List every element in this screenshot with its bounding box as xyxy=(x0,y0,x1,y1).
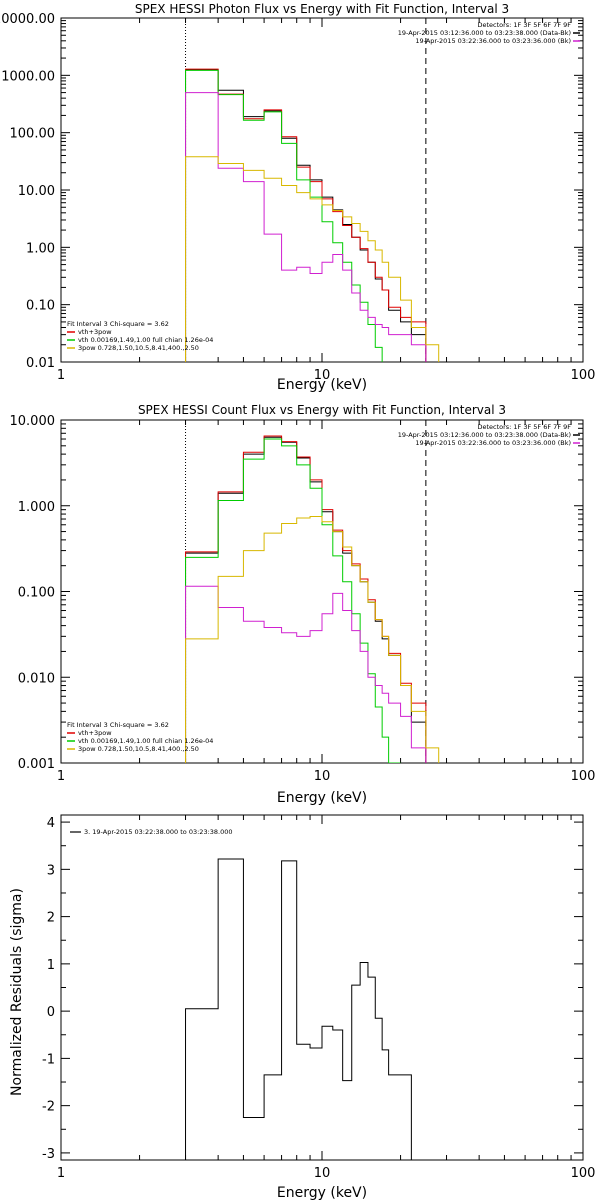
count-flux-xlabel: Energy (keV) xyxy=(277,790,367,806)
fit-legend-text: vth 0.00169,1.49,1.00 full chian 1.26e-0… xyxy=(78,737,213,745)
residuals-xlabel: Energy (keV) xyxy=(277,1185,367,1200)
fit-legend-text: 3pow 0.728,1.50,10.5,8.41,400.,2.50 xyxy=(78,745,199,753)
series-group xyxy=(185,68,440,362)
series-3-histogram xyxy=(185,92,427,362)
x-tick-label: 100 xyxy=(571,368,596,383)
detector-info-line: 19-Apr-2015 03:22:36.000 to 03:23:36.000… xyxy=(415,439,571,447)
residual-legend-text: 3. 19-Apr-2015 03:22:38.000 to 03:23:38.… xyxy=(84,828,233,836)
count-flux-plot: 1 10 100 0.001 0.010 0.100 1.000 10.000 Detector… xyxy=(10,414,596,784)
residuals-ylabel: Normalized Residuals (sigma) xyxy=(9,888,25,1096)
fit-legend-text: vth 0.00169,1.49,1.00 full chian 1.26e-0… xyxy=(78,336,213,344)
x-tick-label: 1 xyxy=(57,368,65,383)
y-tick-label: 10000.00 xyxy=(0,12,55,27)
y-tick-label: 0.010 xyxy=(18,671,55,686)
y-tick-label: 1 xyxy=(47,958,55,973)
residuals-panel: Normalized Residuals (sigma) Energy (keV… xyxy=(9,814,596,1200)
x-tick-label: 1 xyxy=(57,769,65,784)
count-flux-panel: SPEX HESSI Count Flux vs Energy with Fit… xyxy=(10,403,596,806)
fit-legend-text: Fit Interval 3 Chi-square = 3.62 xyxy=(67,721,169,729)
y-tick-label: 1.00 xyxy=(26,241,55,256)
x-tick-label: 10 xyxy=(314,769,331,784)
fit-legend-text: vth+3pow xyxy=(78,729,112,737)
fit-legend-text: 3pow 0.728,1.50,10.5,8.41,400.,2.50 xyxy=(78,344,199,352)
y-tick-label: 1000.00 xyxy=(1,69,55,84)
y-tick-label: 100.00 xyxy=(10,127,56,142)
series-group xyxy=(185,858,412,1160)
count-flux-title: SPEX HESSI Count Flux vs Energy with Fit… xyxy=(138,403,506,417)
y-tick-label: 0.10 xyxy=(26,299,55,314)
detector-info-line: 19-Apr-2015 03:22:36.000 to 03:23:36.000… xyxy=(415,37,571,45)
photon-flux-xlabel: Energy (keV) xyxy=(277,377,367,393)
y-tick-label: 0.001 xyxy=(18,757,55,772)
y-tick-label: -3 xyxy=(42,1147,55,1162)
series-3-histogram xyxy=(185,585,427,763)
y-tick-label: 0.01 xyxy=(26,356,55,371)
series-0-histogram xyxy=(185,858,412,1160)
y-tick-label: 10.00 xyxy=(18,184,55,199)
photon-flux-title: SPEX HESSI Photon Flux vs Energy with Fi… xyxy=(135,2,509,16)
x-tick-label: 10 xyxy=(314,1166,331,1181)
y-tick-label: 4 xyxy=(47,816,55,831)
detector-info-line: 19-Apr-2015 03:12:36.000 to 03:23:38.000… xyxy=(398,29,571,37)
series-2-histogram xyxy=(185,69,383,362)
x-tick-label: 100 xyxy=(571,1166,596,1181)
y-tick-label: 2 xyxy=(47,911,55,926)
series-group xyxy=(185,435,440,763)
y-tick-label: 0 xyxy=(47,1005,55,1020)
y-tick-label: 3 xyxy=(47,863,55,878)
y-tick-label: -1 xyxy=(42,1052,55,1067)
series-4-histogram xyxy=(185,156,440,362)
y-tick-label: 0.100 xyxy=(18,586,55,601)
fit-legend-text: Fit Interval 3 Chi-square = 3.62 xyxy=(67,320,169,328)
y-tick-label: 1.000 xyxy=(18,500,55,515)
photon-flux-panel: SPEX HESSI Photon Flux vs Energy with Fi… xyxy=(0,2,595,393)
detector-info-line: Detectors: 1F 3F 5F 6F 7F 9F xyxy=(477,423,571,431)
series-4-histogram xyxy=(185,515,440,763)
x-tick-label: 1 xyxy=(57,1166,65,1181)
y-tick-label: 10.000 xyxy=(10,414,56,429)
photon-flux-plot: 1 10 100 0.01 0.10 1.00 10.00 100.00 1000.00 1000… xyxy=(0,12,595,383)
detector-info-line: 19-Apr-2015 03:12:36.000 to 03:23:38.000… xyxy=(398,431,571,439)
x-tick-label: 100 xyxy=(571,769,596,784)
detector-info-line: Detectors: 1F 3F 5F 6F 7F 9F xyxy=(477,21,571,29)
fit-legend-text: vth+3pow xyxy=(78,328,112,336)
x-tick-label: 10 xyxy=(314,368,331,383)
y-tick-label: -2 xyxy=(42,1100,55,1115)
